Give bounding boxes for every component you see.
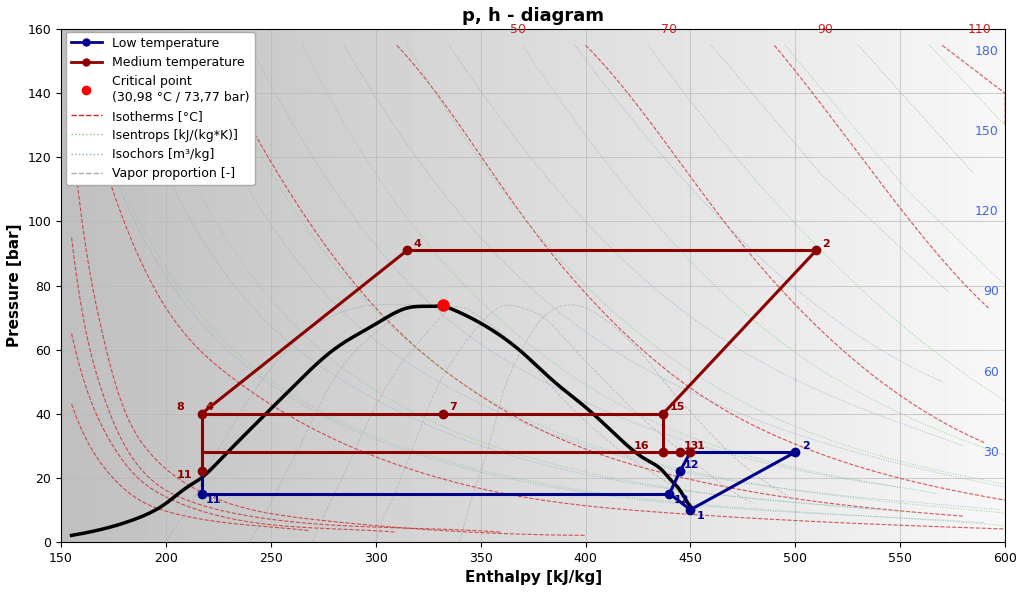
Text: 11: 11 [176, 469, 191, 480]
Text: 13: 13 [684, 441, 699, 451]
Y-axis label: Pressure [bar]: Pressure [bar] [7, 224, 22, 348]
Text: 1: 1 [696, 441, 705, 451]
Text: 180: 180 [975, 45, 998, 58]
Legend: Low temperature, Medium temperature, Critical point
(30,98 °C / 73,77 bar), Isot: Low temperature, Medium temperature, Cri… [66, 32, 255, 185]
Text: 2: 2 [802, 441, 809, 451]
Text: 12: 12 [674, 496, 689, 506]
Text: 7: 7 [450, 403, 457, 413]
Text: 90: 90 [817, 22, 833, 36]
Text: 30: 30 [983, 446, 998, 459]
Text: 4: 4 [414, 239, 422, 249]
Text: 12: 12 [684, 460, 699, 470]
Title: p, h - diagram: p, h - diagram [462, 7, 604, 25]
Text: 120: 120 [975, 205, 998, 218]
Text: 70: 70 [662, 22, 678, 36]
Text: 16: 16 [634, 441, 649, 451]
Text: 50: 50 [510, 22, 526, 36]
Text: 4: 4 [206, 403, 214, 413]
Text: 90: 90 [983, 285, 998, 298]
X-axis label: Enthalpy [kJ/kg]: Enthalpy [kJ/kg] [465, 570, 602, 585]
Text: 1: 1 [696, 511, 705, 522]
Text: 8: 8 [176, 403, 184, 413]
Text: 150: 150 [975, 126, 998, 139]
Text: 11: 11 [206, 496, 221, 506]
Text: 60: 60 [983, 365, 998, 378]
Text: 2: 2 [822, 239, 830, 249]
Text: 110: 110 [968, 22, 992, 36]
Text: 15: 15 [670, 403, 685, 413]
